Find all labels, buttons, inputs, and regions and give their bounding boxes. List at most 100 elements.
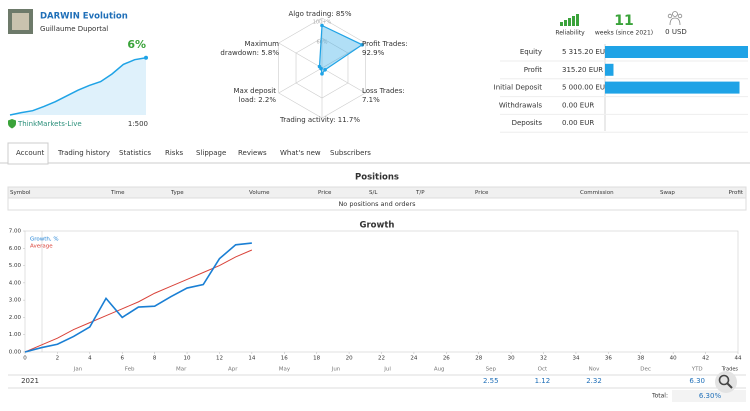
total-label: Total:: [651, 393, 668, 400]
stats-label: Profit: [524, 66, 543, 74]
darwin-name[interactable]: DARWIN Evolution: [40, 12, 128, 22]
stats-value: 315.20 EUR: [562, 66, 603, 74]
tab[interactable]: What's new: [280, 149, 321, 157]
month-label: Jun: [331, 367, 341, 373]
x-tick-label: 4: [88, 356, 92, 362]
month-label: Oct: [538, 367, 548, 373]
y-tick-label: 6.00: [9, 246, 22, 252]
y-tick-label: 2.00: [9, 315, 22, 321]
month-value: 2.55: [483, 377, 499, 385]
tab[interactable]: Risks: [165, 149, 184, 157]
legend-entry[interactable]: Average: [30, 244, 53, 250]
weeks-count: 11: [614, 13, 633, 29]
column-header: Profit: [729, 190, 744, 196]
stats-label: Initial Deposit: [494, 84, 543, 92]
sparkline-line: [9, 57, 147, 116]
y-tick-label: 3.00: [9, 298, 22, 304]
radar-point: [320, 23, 324, 28]
month-label: Nov: [589, 367, 600, 373]
positions-header: [7, 186, 747, 199]
x-tick-label: 2: [56, 356, 60, 362]
radar-point: [317, 64, 322, 69]
x-tick-label: 12: [216, 356, 223, 362]
reliability-icon: [560, 14, 579, 26]
radar-area: [318, 24, 364, 76]
zoom-icon: [718, 374, 730, 386]
stats-value: 0.00 EUR: [562, 119, 594, 127]
active-tab: [7, 142, 49, 165]
tab[interactable]: Account: [16, 149, 45, 157]
stats-label: Equity: [520, 48, 542, 56]
month-label: Jan: [73, 367, 83, 373]
sparkline-end: [144, 55, 148, 60]
series-line: [24, 242, 252, 353]
x-tick-label: 34: [572, 356, 579, 362]
year-label: 2021: [21, 377, 39, 385]
radar-label: Profit Trades: 92.9%: [362, 40, 408, 57]
stats-value: 5 315.20 EUR: [562, 48, 610, 56]
x-tick-label: 20: [346, 356, 353, 362]
x-tick-label: 42: [702, 356, 709, 362]
radar-axis: [278, 67, 323, 94]
x-tick-label: 0: [23, 356, 27, 362]
shield-icon: [8, 119, 16, 129]
x-tick-label: 10: [184, 356, 191, 362]
radar-point: [320, 72, 324, 76]
column-header: T/P: [415, 190, 425, 196]
x-tick-label: 18: [313, 356, 320, 362]
column-header: Swap: [660, 190, 675, 196]
x-tick-label: 24: [410, 356, 417, 362]
y-tick-label: 4.00: [9, 280, 22, 286]
x-tick-label: 38: [637, 356, 644, 362]
column-header: S/L: [369, 190, 378, 196]
y-tick-label: 5.00: [9, 263, 22, 269]
column-header: Time: [110, 190, 125, 196]
x-tick-label: 8: [153, 356, 157, 362]
subscribers-icon: [667, 11, 683, 26]
stats-label: Deposits: [512, 119, 543, 127]
series-line: [24, 249, 253, 353]
month-value: 1.12: [535, 377, 551, 385]
radar-point: [323, 67, 327, 72]
stats-value: 0.00 EUR: [562, 101, 594, 109]
author[interactable]: Guillaume Duportal: [40, 25, 108, 33]
x-tick-label: 36: [605, 356, 612, 362]
weeks-label: weeks (since 2021): [595, 30, 653, 37]
total-value: 6.30%: [699, 392, 722, 400]
stats-label: Withdrawals: [499, 101, 542, 109]
tab[interactable]: Trading history: [57, 149, 110, 157]
month-label: Mar: [176, 367, 187, 373]
broker[interactable]: ThinkMarkets-Live: [17, 120, 82, 128]
tab[interactable]: Reviews: [238, 149, 267, 157]
zoom-button[interactable]: [715, 371, 737, 393]
positions-title: Positions: [355, 173, 399, 183]
column-header: Price: [318, 190, 332, 196]
tab[interactable]: Statistics: [119, 149, 151, 157]
column-header: Price: [475, 190, 489, 196]
subscribers-value: 0 USD: [665, 28, 687, 36]
growth-title: Growth: [360, 221, 395, 231]
radar-label: Algo trading: 85%: [288, 10, 352, 18]
x-tick-label: 30: [508, 356, 515, 362]
month-label: Jul: [383, 367, 391, 373]
month-value: 6.30: [689, 377, 705, 385]
radar-label: Maximum drawdown: 5.8%: [220, 40, 279, 57]
growth-value: 6%: [127, 38, 146, 51]
y-tick-label: 1.00: [9, 332, 22, 338]
column-header: Symbol: [10, 190, 31, 196]
total-box: [672, 390, 746, 402]
column-header: Commission: [580, 190, 614, 196]
x-tick-label: 40: [670, 356, 677, 362]
y-tick-label: 0.00: [9, 350, 22, 356]
radar-axis: [321, 67, 366, 94]
tab[interactable]: Subscribers: [330, 149, 371, 157]
tab[interactable]: Slippage: [196, 149, 226, 157]
sparkline-area: [10, 57, 146, 115]
month-label: Dec: [640, 367, 651, 373]
x-tick-label: 6: [120, 356, 124, 362]
legend-entry[interactable]: Growth, %: [30, 237, 59, 243]
radar-label: Max deposit load: 2.2%: [233, 87, 276, 104]
stats-bar: [605, 46, 748, 58]
